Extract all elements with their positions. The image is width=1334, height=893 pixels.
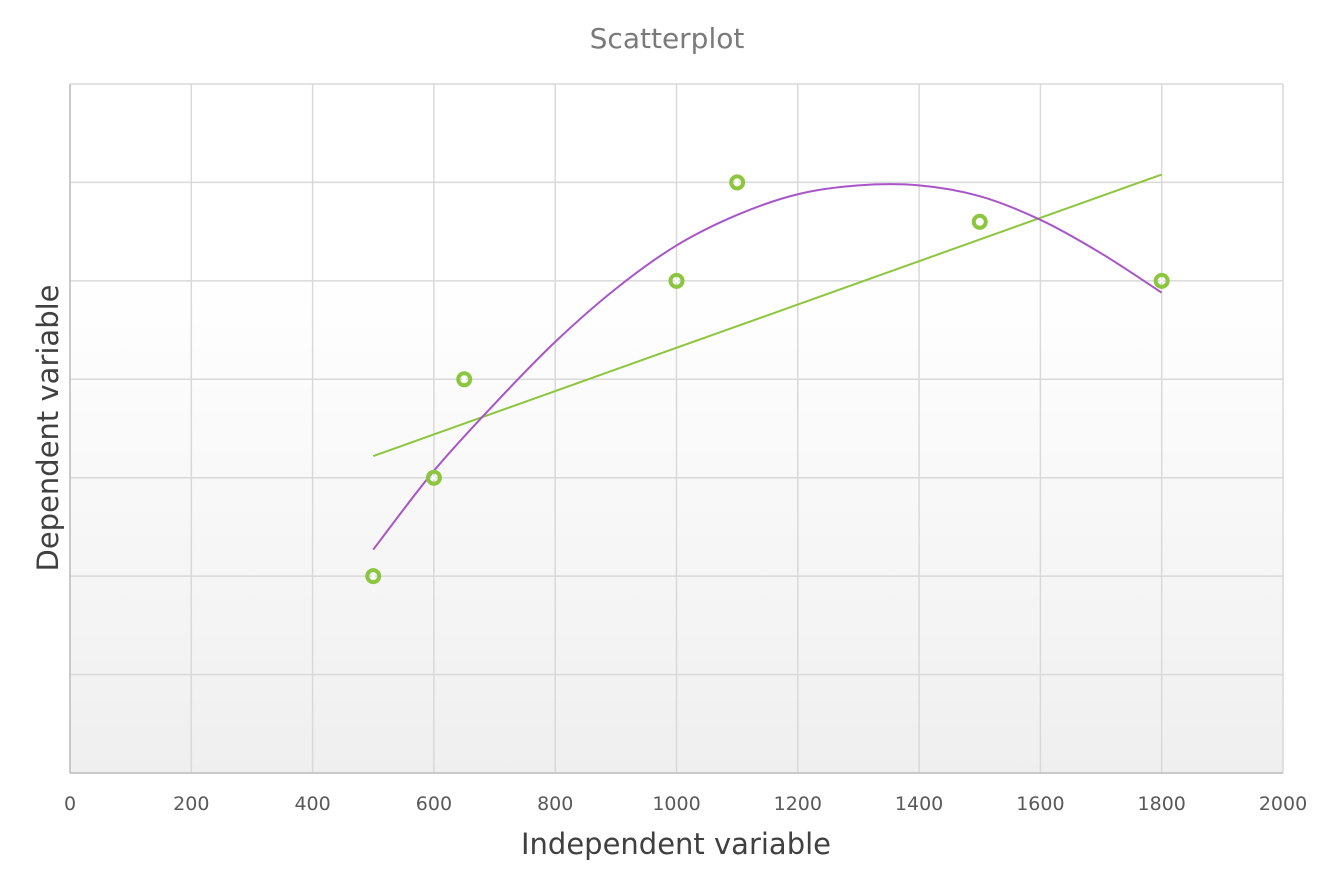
x-tick-label: 200: [173, 793, 209, 815]
data-point-ring: [668, 272, 685, 289]
data-point-ring: [425, 469, 442, 486]
x-tick-label: 1400: [895, 793, 943, 815]
data-point: [729, 174, 746, 191]
x-tick-label: 1800: [1138, 793, 1186, 815]
x-tick-label: 1600: [1016, 793, 1064, 815]
x-axis-title: Independent variable: [521, 827, 831, 861]
data-point-center: [735, 180, 739, 184]
data-point-center: [432, 476, 436, 480]
data-point-center: [371, 574, 375, 578]
data-point-center: [462, 377, 466, 381]
x-tick-label: 1000: [652, 793, 700, 815]
data-point-ring: [971, 213, 988, 230]
data-point-ring: [729, 174, 746, 191]
data-point: [1153, 272, 1170, 289]
x-tick-label: 800: [537, 793, 573, 815]
chart-title: Scatterplot: [590, 22, 745, 55]
data-point: [365, 568, 382, 585]
data-point: [668, 272, 685, 289]
x-tick-label: 400: [294, 793, 330, 815]
data-points: [365, 174, 1170, 585]
data-point: [425, 469, 442, 486]
gridlines: [69, 83, 1284, 774]
data-point: [971, 213, 988, 230]
data-point-center: [675, 279, 678, 283]
data-point-ring: [365, 568, 382, 585]
x-tick-label: 600: [416, 793, 452, 815]
data-point-ring: [456, 371, 473, 388]
x-axis-ticks: 0 200 400 600 800 1000 1200 1400 1600 1800 2000: [64, 793, 1307, 815]
linear-trendline: [372, 173, 1163, 458]
x-tick-label: 1200: [774, 793, 822, 815]
x-tick-label: 0: [64, 793, 76, 815]
data-point-ring: [1153, 272, 1170, 289]
y-axis-title: Dependent variable: [31, 284, 65, 571]
x-tick-label: 2000: [1259, 793, 1307, 815]
data-point-center: [1160, 279, 1164, 283]
polynomial-trendline: [372, 183, 1163, 551]
data-point: [456, 371, 473, 388]
trendlines: [372, 173, 1163, 551]
data-point-center: [978, 220, 982, 224]
